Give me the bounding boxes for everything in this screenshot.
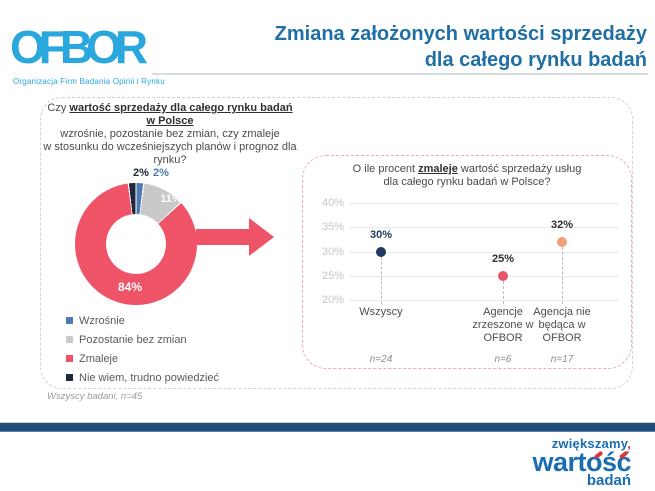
footer-divider-band [0,422,655,432]
ofbor-logo-tagline: Organizacja Firm Badania Opinii i Rynku [13,77,165,86]
scatter-question-prefix: O ile procent [352,163,419,175]
scatter-question: O ile procent zmaleje wartość sprzedaży … [303,163,631,189]
legend-swatch-icon [66,374,73,381]
gridline [349,251,619,253]
footer-word1: zwiększamy [551,436,628,451]
legend-label: Zmaleje [79,352,119,365]
donut-legend: Wzrośnie Pozostanie bez zmian Zmaleje Nie w… [66,311,219,387]
scatter-panel: O ile procent zmaleje wartość sprzedaży … [302,155,632,369]
y-axis-tick-label: 30% [321,245,344,258]
footer-word2: wartość [532,447,631,477]
dot-stem [381,256,382,304]
legend-item: Pozostanie bez zmian [66,330,219,349]
donut-label-wzrosnie: 2% [153,167,169,179]
scatter-question-suffix: wartość sprzedaży usług [457,163,582,175]
legend-swatch-icon [66,355,73,362]
data-point-dot [557,236,567,247]
y-axis-tick-label: 40% [321,197,344,209]
arrow-connector-shaft [196,229,250,245]
sample-size-label: n=17 [550,354,574,365]
page-title: Zmiana założonych wartości sprzedaży dla… [275,21,647,73]
category-label: Agencje zrzeszone w OFBOR [472,306,534,344]
donut-question-prefix: Czy [47,102,70,114]
footer-word1-comma: , [627,436,631,451]
gridline [349,275,619,277]
y-axis-tick-label: 20% [321,294,344,306]
data-point-value-label: 32% [550,218,574,231]
data-point-value-label: 30% [369,228,393,241]
donut-question-line3: w stosunku do wcześniejszych planów i pr… [43,141,297,166]
footer-logo-line2: wartość [532,449,631,476]
page-title-line2: dla całego rynku badań [424,49,647,71]
sample-size-label: n=24 [369,354,393,365]
donut-chart [75,183,197,305]
y-axis-tick-label: 25% [321,269,344,282]
category-label: Agencja nie będąca w OFBOR [533,306,591,344]
dot-stem [503,280,504,304]
gridline [349,300,619,301]
footer-logo: zwiększamy, wartość badań [532,437,631,489]
donut-label-nie-wiem: 2% [133,167,149,179]
legend-item: Zmaleje [66,349,219,368]
legend-item: Nie wiem, trudno powiedzieć [66,368,219,387]
scatter-question-underlined: zmaleje [418,163,458,175]
data-point-dot [376,246,386,257]
sample-size-label: n=6 [494,354,512,365]
gridline [349,227,619,229]
donut-label-pozostanie: 11% [160,193,182,205]
donut-question-line1: Czy wartość sprzedaży dla całego rynku b… [42,102,298,128]
footer-logo-line3: badań [586,472,631,489]
donut-question-line2: wzrośnie, pozostanie bez zmian, czy zmal… [60,128,280,140]
scatter-question-line2: dla całego rynku badań w Polsce? [383,176,551,188]
sample-footnote: Wszyscy badani, n=45 [47,391,143,402]
page-title-line1: Zmiana założonych wartości sprzedaży [274,23,647,45]
scatter-question-line1: O ile procent zmaleje wartość sprzedaży … [303,163,631,176]
legend-label: Pozostanie bez zmian [79,333,187,346]
donut-question-underlined: wartość sprzedaży dla całego rynku badań… [69,102,293,127]
main-content-box [40,97,633,389]
arrow-connector-head-icon [249,218,274,256]
legend-label: Nie wiem, trudno powiedzieć [79,371,220,384]
donut-label-zmaleje: 84% [117,280,143,294]
data-point-value-label: 25% [491,252,515,265]
gridline [349,203,619,204]
legend-swatch-icon [66,336,73,343]
footer-logo-line1: zwiększamy, [532,437,631,451]
data-point-dot [498,270,508,281]
ofbor-logo: OFBOR [10,21,148,73]
legend-item: Wzrośnie [66,311,219,330]
y-axis-tick-label: 35% [321,221,344,234]
dot-stem [562,246,563,304]
donut-question: Czy wartość sprzedaży dla całego rynku b… [42,102,298,167]
header-divider [152,73,648,75]
legend-label: Wzrośnie [79,314,125,327]
legend-swatch-icon [66,317,73,324]
category-label: Wszyscy [359,306,403,318]
